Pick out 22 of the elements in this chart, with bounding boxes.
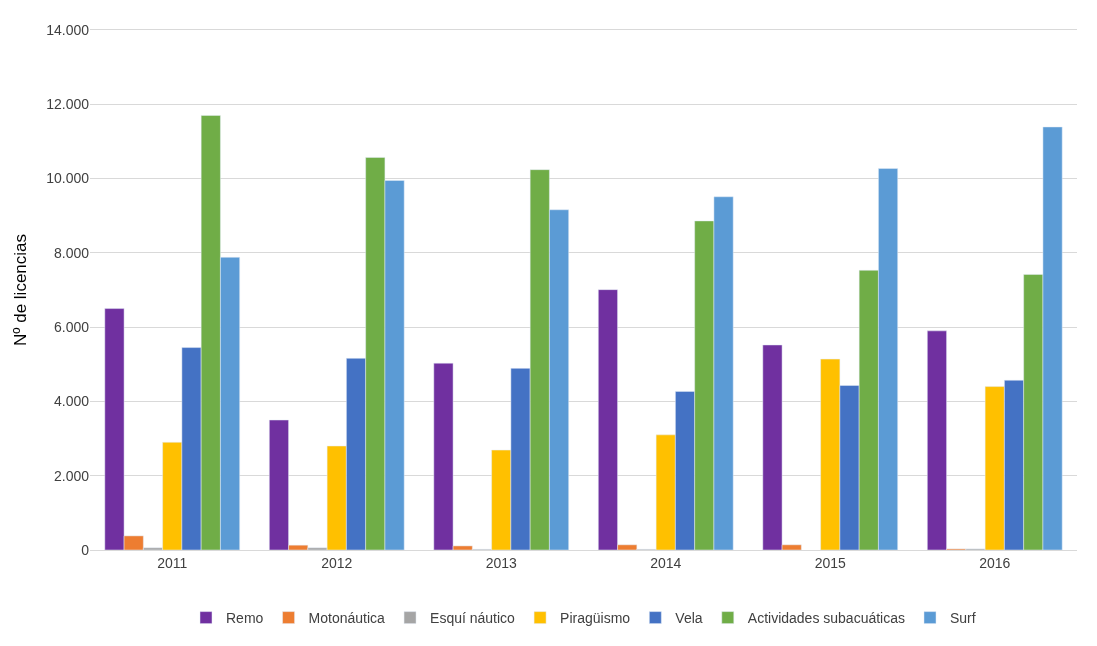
legend-label: Actividades subacuáticas	[747, 610, 905, 627]
y-tick-label: 6.000	[53, 319, 90, 336]
legend-label: Piragüismo	[560, 610, 631, 627]
y-axis-title: Nº de licencias	[10, 233, 30, 347]
x-tick-label: 2014	[650, 554, 682, 571]
legend-label: Motonáutica	[308, 610, 386, 627]
y-tick-label: 10.000	[46, 170, 90, 187]
x-tick-label: 2016	[979, 554, 1011, 571]
y-tick-label: 0	[81, 541, 90, 558]
x-tick-label: 2011	[157, 554, 188, 571]
x-tick-label: 2012	[321, 554, 353, 571]
y-tick-label: 4.000	[53, 393, 90, 410]
y-tick-label: 12.000	[46, 96, 90, 113]
x-tick-label: 2015	[814, 554, 847, 571]
legend-label: Esquí náutico	[430, 610, 516, 627]
legend-label: Surf	[950, 610, 976, 627]
y-tick-label: 14.000	[46, 21, 90, 38]
legend-label: Vela	[675, 610, 703, 627]
x-tick-label: 2013	[485, 554, 518, 571]
y-tick-label: 8.000	[53, 244, 90, 261]
y-tick-label: 2.000	[53, 467, 90, 484]
legend-label: Remo	[226, 610, 264, 627]
